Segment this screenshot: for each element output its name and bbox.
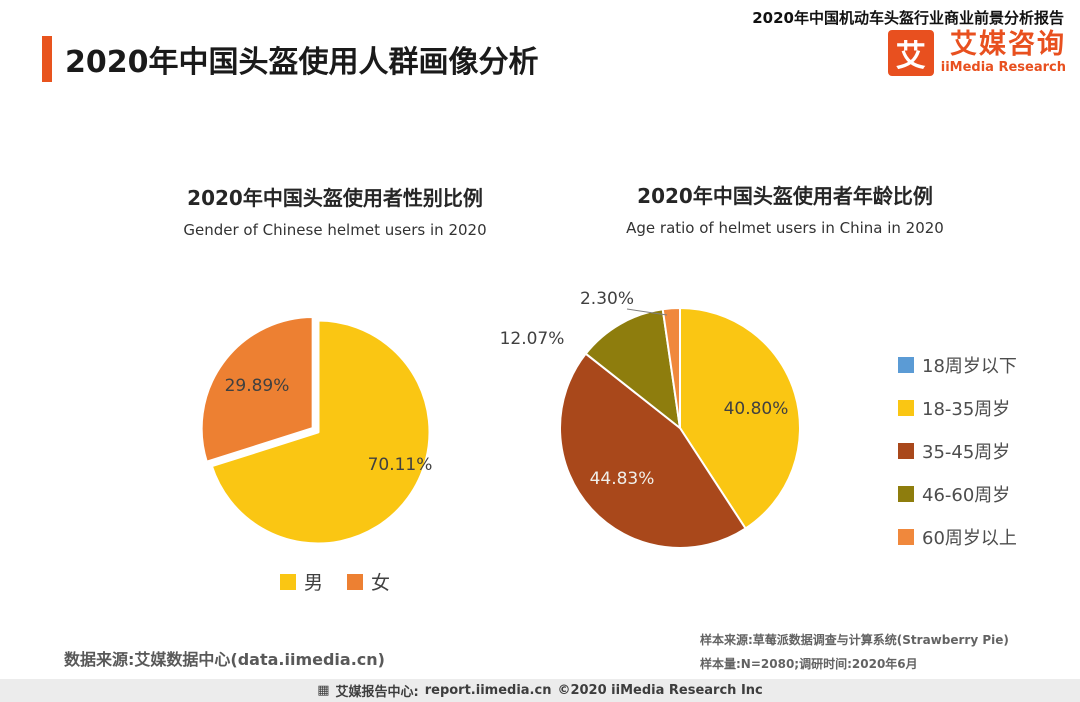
legend-label: 46-60周岁 [922,485,1011,506]
report-center-icon: ▦ [317,683,330,698]
title-accent-bar [42,36,52,82]
legend-item: 18周岁以下 [898,352,1017,378]
gender-chart-header: 2020年中国头盔使用者性别比例 Gender of Chinese helme… [100,182,570,239]
age-chart-title: 2020年中国头盔使用者年龄比例 [637,184,933,208]
footer-report-center-label: 艾媒报告中心: [335,685,419,700]
logo-name-cn: 艾媒咨询 [950,29,1066,61]
footer-copyright: ©2020 iiMedia Research Inc [557,683,763,698]
sample-notes: 样本来源:草莓派数据调查与计算系统(Strawberry Pie) 样本量:N=… [700,628,1009,676]
legend-label: 男 [303,572,323,594]
legend-label: 女 [371,572,391,594]
pie-slice-男 [209,318,432,546]
legend-item: 35-45周岁 [898,438,1017,464]
legend-swatch [898,400,914,416]
page-title: 2020年中国头盔使用人群画像分析 [65,45,539,80]
legend-label: 60周岁以上 [922,528,1017,549]
data-source-note: 数据来源:艾媒数据中心(data.iimedia.cn) [64,650,385,669]
logo-icon: 艾 [887,30,934,76]
pie-slice-35-45周岁 [559,352,747,549]
gender-chart-legend: 男女 [100,568,570,595]
logo: 艾 艾媒咨询 iiMedia Research [887,29,1066,76]
gender-chart-subtitle: Gender of Chinese helmet users in 2020 [183,221,487,239]
legend-label: 18周岁以下 [922,356,1017,377]
gender-chart-title: 2020年中国头盔使用者性别比例 [187,186,483,210]
legend-item: 60周岁以上 [898,524,1017,550]
page-title-row: 2020年中国头盔使用人群画像分析 [42,36,539,82]
legend-item: 男 [279,568,323,595]
pie-slice-女 [199,314,315,464]
pie-value-label: 29.89% [225,376,290,396]
report-title: 2020年中国机动车头盔行业商业前景分析报告 [752,9,1064,27]
sample-source-note: 样本来源:草莓派数据调查与计算系统(Strawberry Pie) [700,633,1009,647]
pie-label-leader-line [626,308,668,316]
legend-swatch [279,573,296,590]
pie-value-label: 40.80% [724,399,789,419]
pie-slice-60周岁以上 [661,307,681,429]
age-chart-header: 2020年中国头盔使用者年龄比例 Age ratio of helmet use… [570,180,1000,237]
legend-item: 18-35周岁 [898,395,1017,421]
age-chart-legend: 18周岁以下 18-35周岁 35-45周岁 46-60周岁 60周岁以上 [898,352,1017,550]
legend-swatch [898,357,914,373]
legend-label: 35-45周岁 [922,442,1011,463]
pie-value-label: 44.83% [590,469,655,489]
legend-swatch [898,486,914,502]
sample-info-note: 样本量:N=2080;调研时间:2020年6月 [700,657,918,671]
legend-swatch [347,573,363,590]
pie-slice-46-60周岁 [584,308,681,429]
pie-value-label: 70.11% [368,455,433,475]
age-pie-chart: 40.80% 44.83% 12.07% 2.30% [500,289,801,549]
pie-value-label: 2.30% [580,289,634,309]
legend-item: 46-60周岁 [898,481,1017,507]
footer-bar: ▦ 艾媒报告中心: report.iimedia.cn ©2020 iiMedi… [0,679,1080,702]
legend-label: 18-35周岁 [922,399,1011,420]
legend-swatch [898,529,914,545]
logo-name-en: iiMedia Research [940,59,1066,75]
age-chart-subtitle: Age ratio of helmet users in China in 20… [626,219,944,237]
gender-pie-chart: 70.11% 29.89% [199,314,433,546]
legend-item: 女 [347,568,390,595]
legend-swatch [898,443,914,459]
pie-value-label: 12.07% [500,329,565,349]
footer-report-center-url: report.iimedia.cn [424,683,552,698]
